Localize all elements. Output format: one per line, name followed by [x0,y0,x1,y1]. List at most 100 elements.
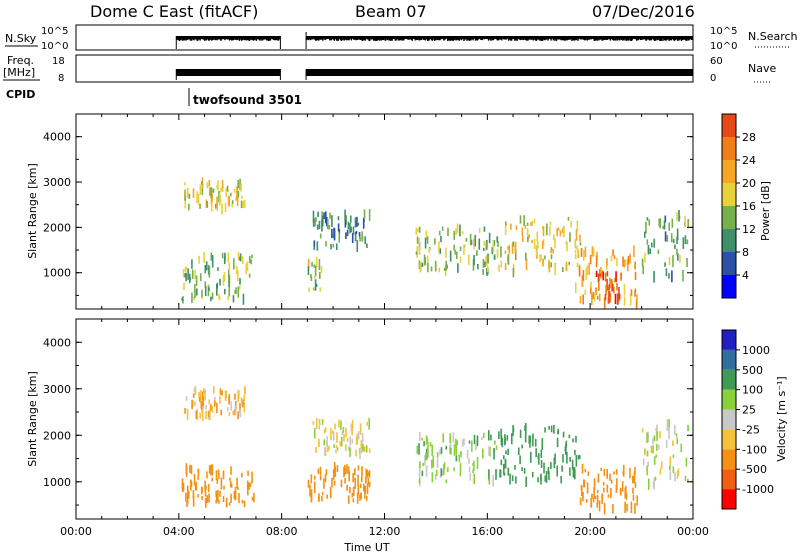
velocity-echo-cell [659,431,661,438]
power-echo-cell [648,219,651,226]
velocity-echo-cell [313,475,316,480]
velocity-echo-cell [206,495,209,503]
velocity-echo-cell [204,491,207,497]
velocity-echo-cell [209,409,211,421]
power-echo-cell [216,196,218,209]
power-colorbar-segment [722,160,736,183]
velocity-echo-cell [240,397,243,407]
power-echo-cell [663,220,666,230]
power-echo-cell [198,255,200,264]
velocity-echo-cell [352,498,355,503]
power-echo-cell [204,281,207,288]
velocity-echo-cell [233,409,235,416]
velocity-colorbar: -1000 -500 -100 -25 25 100 500 1000 [721,329,774,510]
velocity-echo-cell [653,435,656,442]
power-echo-cell [313,264,316,268]
velocity-echo-cell [186,485,189,494]
power-echo-cell [515,225,518,231]
velocity-echo-cell [198,391,200,398]
power-echo-cell [497,241,499,248]
velocity-echo-cell [630,501,633,513]
power-echo-cell [184,189,186,201]
power-echo-cell [228,274,230,287]
power-echo-cell [591,246,594,257]
power-echo-cell [567,217,570,221]
velocity-echo-cell [547,466,550,475]
velocity-echo-cell [367,477,370,486]
power-echo-cell [634,271,637,280]
nsearch-label: N.Search [748,30,798,43]
power-echo-cell [664,215,667,223]
power-echo-cell [208,179,211,187]
velocity-ytick-label: 1000 [43,476,71,489]
velocity-echo-cell [674,424,676,436]
velocity-echo-cell [473,434,476,445]
power-echo-cell [622,256,624,267]
velocity-echo-cell [506,435,509,441]
power-echo-cell [536,241,539,249]
power-echo-cell [514,249,517,261]
velocity-echo-cell [495,445,498,450]
velocity-echo-cell [319,466,322,475]
power-echo-cell [540,254,542,261]
power-echo-cell [597,282,600,291]
power-echo-cell [492,240,495,252]
power-echo-cell [204,265,207,274]
power-colorbar-tick-label: 4 [742,269,749,282]
power-echo-cell [349,222,351,234]
velocity-echo-cell [253,492,255,503]
time-tick-label: 12:00 [369,525,401,538]
velocity-echo-cell [561,465,563,472]
power-echo-cell [595,270,598,278]
velocity-echo-cell [362,483,365,492]
velocity-colorbar-frame [721,329,737,510]
velocity-echo-cell [574,469,576,480]
velocity-echo-cell [452,432,455,443]
velocity-echo-cell [634,466,636,475]
power-echo-cell [418,238,420,247]
velocity-echo-cell [346,437,349,442]
velocity-echo-cell [218,499,220,504]
velocity-echo-cell [502,455,505,460]
velocity-echo-cell [532,433,534,437]
velocity-echo-cell [652,445,654,454]
velocity-echo-cell [529,435,532,443]
velocity-echo-cell [209,404,212,411]
power-echo-cell [417,228,419,233]
velocity-echo-cell [189,464,191,473]
velocity-echo-cell [321,419,324,425]
velocity-echo-cell [669,456,672,465]
nsky-panel: N.Sky 10^5 10^0 10^5 10^0 N.Search [5,24,798,52]
velocity-echo-cell [517,447,520,456]
velocity-echo-cell [360,475,363,482]
power-echo-cell [218,296,221,301]
velocity-echo-cell [229,477,231,481]
power-echo-cell [623,283,626,296]
power-echo-cell [217,180,219,191]
velocity-echo-cell [622,464,625,474]
power-echo-cell [438,230,441,236]
power-echo-cell [310,276,313,281]
velocity-echo-cell [360,440,363,449]
velocity-echo-cell [672,440,674,447]
power-echo-cell [185,272,187,282]
power-echo-cell [352,226,355,235]
velocity-echo-cell [647,431,650,443]
power-echo-cell [188,273,191,284]
power-echo-cell [523,215,525,226]
power-echo-cell [358,234,361,239]
power-echo-cell [439,248,442,255]
power-echo-cell [218,190,220,203]
power-echo-cell [445,247,447,258]
velocity-echo-cell [646,465,648,476]
velocity-echo-cell [447,467,449,473]
velocity-echo-cell [530,451,532,463]
velocity-echo-cell [445,445,448,450]
power-echo-cell [526,228,529,238]
velocity-echo-cell [349,486,351,494]
velocity-echo-cell [356,433,359,445]
velocity-echo-cell [197,494,199,498]
power-echo-cell [231,200,234,205]
velocity-echo-cell [432,455,435,468]
velocity-echo-cell [338,419,340,428]
